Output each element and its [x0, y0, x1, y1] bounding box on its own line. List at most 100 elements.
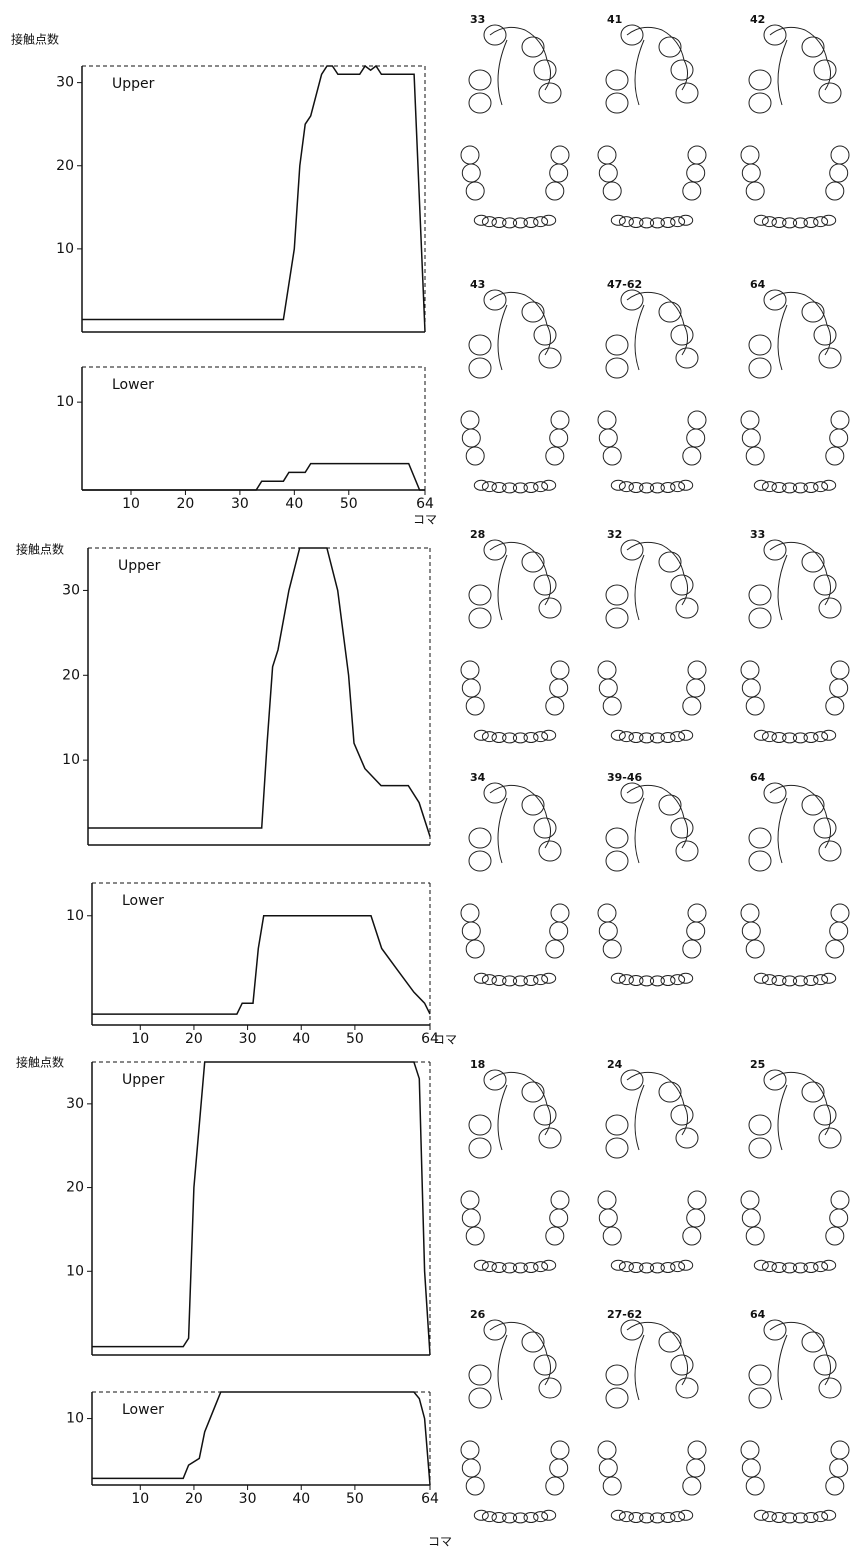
tooth [473, 729, 489, 741]
tooth [468, 334, 492, 356]
tooth [473, 214, 489, 226]
tooth [502, 975, 518, 987]
tooth [541, 1259, 557, 1271]
tooth [821, 214, 837, 226]
tooth [541, 214, 557, 226]
tooth [748, 1114, 772, 1136]
x-tick-label: 20 [185, 1031, 203, 1047]
tooth [763, 1069, 787, 1091]
tooth [541, 972, 557, 984]
tooth [465, 1226, 485, 1246]
tooth [605, 1137, 629, 1159]
tooth [620, 539, 644, 561]
data-line [88, 547, 431, 837]
tooth [748, 69, 772, 91]
tooth [675, 1377, 699, 1399]
tooth [533, 974, 549, 986]
tooth [512, 975, 528, 987]
tooth [740, 1440, 760, 1460]
x-tick-label: 50 [346, 1491, 364, 1507]
y-tick-label: 10 [56, 394, 74, 410]
tooth [801, 301, 825, 323]
tooth [491, 1262, 507, 1273]
occlusal-sketch [769, 541, 831, 621]
tooth [597, 1190, 617, 1210]
tooth [533, 1354, 557, 1376]
tooth [605, 69, 629, 91]
tooth [628, 732, 644, 743]
tooth [649, 217, 665, 229]
frame-label: 64 [750, 278, 766, 291]
occlusal-sketch [626, 1321, 688, 1401]
tooth [813, 216, 829, 228]
tooth [605, 584, 629, 606]
tooth [660, 732, 676, 743]
tooth [792, 1512, 808, 1524]
tooth [825, 696, 845, 716]
tooth [610, 729, 626, 741]
tooth [605, 1364, 629, 1386]
tooth [660, 1262, 676, 1273]
tooth [481, 974, 497, 986]
tooth [761, 1511, 777, 1523]
tooth [545, 939, 565, 959]
tooth [620, 1069, 644, 1091]
tooth [618, 1261, 634, 1273]
tooth [818, 840, 842, 862]
tooth [639, 1512, 655, 1524]
tooth [741, 678, 761, 698]
tooth [483, 782, 507, 804]
tooth [670, 1511, 686, 1523]
tooth [502, 1262, 518, 1274]
tooth [670, 1261, 686, 1273]
tooth [549, 163, 569, 183]
tooth [541, 729, 557, 741]
occlusal-sketch [489, 26, 551, 106]
tooth [830, 660, 850, 680]
tooth [792, 482, 808, 494]
tooth [460, 903, 480, 923]
tooth [670, 731, 686, 743]
tooth [521, 1331, 545, 1353]
tooth [597, 145, 617, 165]
chart-title: Upper [112, 76, 155, 92]
frame-label: 33 [470, 13, 485, 26]
tooth [821, 1259, 837, 1271]
occlusal-sketch [626, 26, 688, 106]
occlusal-sketch [489, 1321, 551, 1401]
tooth [670, 1354, 694, 1376]
tooth [753, 972, 769, 984]
tooth [521, 301, 545, 323]
tooth [461, 428, 481, 448]
tooth [649, 975, 665, 987]
tooth [468, 1387, 492, 1409]
x-axis-label: コマ [428, 1535, 452, 1549]
tooth [502, 482, 518, 494]
tooth [545, 696, 565, 716]
tooth [682, 939, 702, 959]
tooth [748, 850, 772, 872]
tooth [682, 446, 702, 466]
tooth [813, 817, 837, 839]
x-tick-label: 20 [185, 1491, 203, 1507]
frame-label: 28 [470, 528, 485, 541]
occlusal-sketch [769, 1321, 831, 1401]
tooth [741, 921, 761, 941]
tooth [491, 732, 507, 743]
tooth [782, 482, 798, 494]
tooth [465, 939, 485, 959]
tooth [468, 357, 492, 379]
tooth [533, 1104, 557, 1126]
tooth [803, 217, 819, 228]
tooth [741, 1208, 761, 1228]
tooth [620, 782, 644, 804]
tooth [598, 428, 618, 448]
tooth [803, 975, 819, 986]
tooth [792, 975, 808, 987]
tooth [782, 1262, 798, 1274]
tooth [829, 1208, 849, 1228]
tooth [533, 731, 549, 743]
x-tick-label: 64 [421, 1491, 439, 1507]
y-tick-label: 10 [66, 1411, 84, 1427]
y-tick-label: 30 [56, 75, 74, 91]
